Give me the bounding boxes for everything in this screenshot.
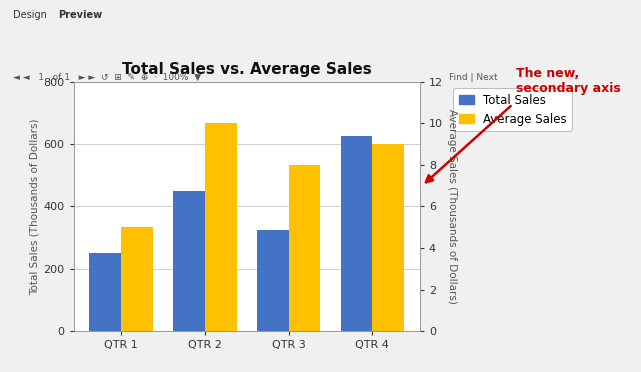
Bar xyxy=(173,191,205,331)
Bar xyxy=(90,253,121,331)
Bar xyxy=(121,227,153,331)
Text: Find | Next: Find | Next xyxy=(449,73,497,82)
Bar xyxy=(288,165,320,331)
Bar xyxy=(340,137,372,331)
Text: Preview: Preview xyxy=(58,10,102,20)
Legend: Total Sales, Average Sales: Total Sales, Average Sales xyxy=(453,88,572,131)
Title: Total Sales vs. Average Sales: Total Sales vs. Average Sales xyxy=(122,61,372,77)
Text: The new,
secondary axis: The new, secondary axis xyxy=(516,67,620,95)
Bar xyxy=(372,144,404,331)
Text: Design: Design xyxy=(13,10,47,20)
Text: ◄ ◄   1   of 1   ► ►  ↺  ⊞  ✎  ⊕  ·  100%  ▼: ◄ ◄ 1 of 1 ► ► ↺ ⊞ ✎ ⊕ · 100% ▼ xyxy=(13,73,201,82)
Bar xyxy=(205,124,237,331)
Y-axis label: Total Sales (Thousands of Dollars): Total Sales (Thousands of Dollars) xyxy=(29,118,39,295)
Bar xyxy=(257,230,288,331)
Y-axis label: Average Sales (Thousands of Dollars): Average Sales (Thousands of Dollars) xyxy=(447,109,457,304)
